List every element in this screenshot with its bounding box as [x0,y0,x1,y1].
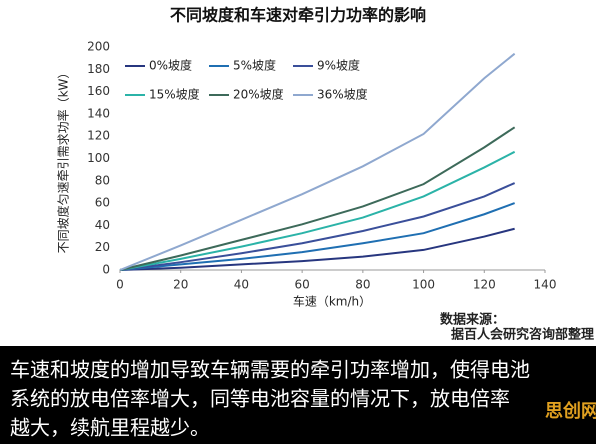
legend-label: 20%坡度 [233,87,284,102]
y-tick-label: 40 [95,218,110,232]
x-tick-label: 80 [355,278,370,292]
series-line [119,182,516,271]
y-tick-label: 80 [95,173,110,187]
x-tick-label: 140 [534,278,557,292]
legend-label: 36%坡度 [317,87,368,102]
legend-label: 0%坡度 [149,58,192,73]
watermark: 思创网 [545,400,596,422]
caption-band [0,346,596,444]
x-tick-label: 60 [295,278,310,292]
caption-line: 系统的放电倍率增大，同等电池容量的情况下，放电倍率 [10,387,510,411]
legend-label: 15%坡度 [149,87,200,102]
series-line [119,227,515,271]
x-tick-label: 100 [412,278,435,292]
y-tick-label: 0 [102,263,110,277]
series-line [119,52,516,271]
x-axis-label: 车速（km/h） [293,294,371,309]
caption-line: 越大，续航里程越少。 [10,416,210,440]
y-tick-label: 60 [95,196,110,210]
y-tick-label: 20 [95,240,110,254]
y-tick-label: 100 [87,151,110,165]
y-tick-label: 180 [87,62,110,76]
legend-label: 9%坡度 [317,58,360,73]
series-line [119,202,515,271]
source-label: 数据来源： [440,312,505,328]
x-tick-label: 40 [234,278,249,292]
x-tick-label: 0 [116,278,124,292]
x-tick-label: 20 [173,278,188,292]
legend-label: 5%坡度 [233,58,276,73]
x-tick-label: 120 [473,278,496,292]
chart-title: 不同坡度和车速对牵引力功率的影响 [170,6,426,25]
y-tick-label: 200 [87,40,110,54]
series-line [119,150,516,271]
y-axis-label: 不同坡度匀速牵引需求功率（kW） [56,67,71,254]
y-tick-label: 140 [87,106,110,120]
y-tick-label: 120 [87,129,110,143]
series-line [119,126,516,271]
caption-line: 车速和坡度的增加导致车辆需要的牵引功率增加，使得电池 [10,358,530,382]
y-tick-label: 160 [87,84,110,98]
source: 据百人会研究咨询部整理 [451,327,594,343]
